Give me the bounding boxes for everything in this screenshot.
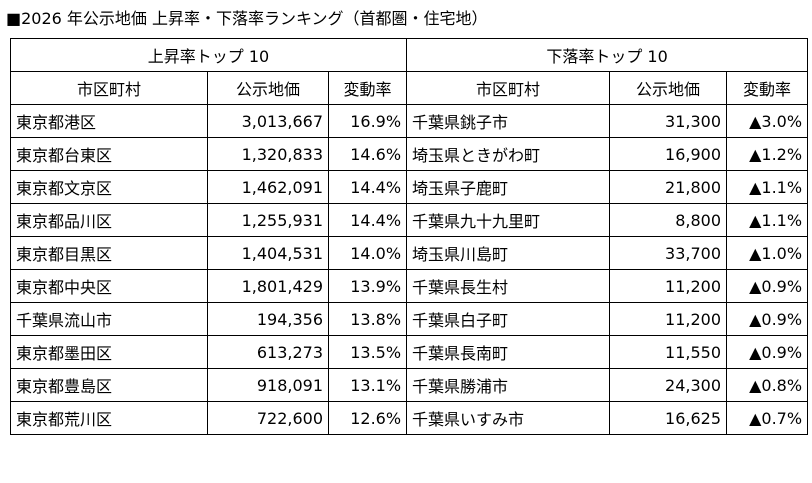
ranking-table-body: 上昇率トップ 10 下落率トップ 10 市区町村 公示地価 変動率 市区町村 公…: [9, 38, 809, 435]
falling-municipality-cell: 千葉県銚子市: [406, 104, 611, 138]
falling-municipality-cell: 千葉県長生村: [406, 269, 611, 303]
falling-change-cell: ▲1.1%: [726, 203, 809, 237]
falling-change-cell: ▲1.1%: [726, 170, 809, 204]
rising-price-cell: 194,356: [207, 302, 329, 336]
falling-change-cell: ▲3.0%: [726, 104, 809, 138]
falling-price-cell: 16,625: [609, 401, 728, 435]
rising-municipality-cell: 東京都文京区: [10, 170, 208, 204]
rising-change-cell: 13.1%: [327, 368, 408, 402]
table-row: 東京都文京区 1,462,091 14.4% 埼玉県子鹿町 21,800 ▲1.1%: [10, 170, 809, 204]
table-row: 東京都豊島区 918,091 13.1% 千葉県勝浦市 24,300 ▲0.8%: [10, 368, 809, 402]
falling-col-change: 変動率: [726, 71, 809, 105]
rising-change-cell: 13.5%: [327, 335, 408, 369]
rising-change-cell: 16.9%: [327, 104, 408, 138]
falling-change-cell: ▲0.9%: [726, 269, 809, 303]
rising-municipality-cell: 東京都中央区: [10, 269, 208, 303]
falling-price-cell: 8,800: [609, 203, 728, 237]
rising-municipality-cell: 東京都墨田区: [10, 335, 208, 369]
rising-price-cell: 1,462,091: [207, 170, 329, 204]
rising-col-change: 変動率: [327, 71, 408, 105]
falling-change-cell: ▲0.9%: [726, 302, 809, 336]
falling-municipality-cell: 千葉県いすみ市: [406, 401, 611, 435]
rising-municipality-cell: 千葉県流山市: [10, 302, 208, 336]
falling-price-cell: 11,200: [609, 302, 728, 336]
falling-price-cell: 31,300: [609, 104, 728, 138]
rising-price-cell: 722,600: [207, 401, 329, 435]
table-row: 東京都墨田区 613,273 13.5% 千葉県長南町 11,550 ▲0.9%: [10, 335, 809, 369]
falling-change-cell: ▲0.7%: [726, 401, 809, 435]
rising-municipality-cell: 東京都港区: [10, 104, 208, 138]
rising-price-cell: 918,091: [207, 368, 329, 402]
rising-group-header: 上昇率トップ 10: [9, 38, 408, 72]
group-header-row: 上昇率トップ 10 下落率トップ 10: [9, 38, 809, 72]
falling-municipality-cell: 埼玉県ときがわ町: [406, 137, 611, 171]
rising-price-cell: 1,320,833: [207, 137, 329, 171]
falling-price-cell: 11,550: [609, 335, 728, 369]
rising-change-cell: 13.9%: [327, 269, 408, 303]
rising-change-cell: 14.0%: [327, 236, 408, 270]
rising-change-cell: 14.4%: [327, 170, 408, 204]
falling-price-cell: 33,700: [609, 236, 728, 270]
rising-change-cell: 14.4%: [327, 203, 408, 237]
rising-municipality-cell: 東京都目黒区: [10, 236, 208, 270]
rising-col-price: 公示地価: [207, 71, 329, 105]
falling-price-cell: 24,300: [609, 368, 728, 402]
falling-municipality-cell: 埼玉県川島町: [406, 236, 611, 270]
falling-municipality-cell: 千葉県九十九里町: [406, 203, 611, 237]
ranking-table: 上昇率トップ 10 下落率トップ 10 市区町村 公示地価 変動率 市区町村 公…: [9, 38, 809, 435]
rising-price-cell: 1,255,931: [207, 203, 329, 237]
rising-municipality-cell: 東京都荒川区: [10, 401, 208, 435]
falling-price-cell: 21,800: [609, 170, 728, 204]
table-row: 東京都港区 3,013,667 16.9% 千葉県銚子市 31,300 ▲3.0%: [10, 104, 809, 138]
rising-col-municipality: 市区町村: [10, 71, 208, 105]
rising-change-cell: 12.6%: [327, 401, 408, 435]
falling-change-cell: ▲0.8%: [726, 368, 809, 402]
falling-price-cell: 11,200: [609, 269, 728, 303]
falling-change-cell: ▲1.2%: [726, 137, 809, 171]
falling-change-cell: ▲0.9%: [726, 335, 809, 369]
document-title: ■2026 年公示地価 上昇率・下落率ランキング（首都圏・住宅地）: [6, 9, 488, 28]
rising-municipality-cell: 東京都豊島区: [10, 368, 208, 402]
falling-change-cell: ▲1.0%: [726, 236, 809, 270]
rising-price-cell: 613,273: [207, 335, 329, 369]
falling-group-header: 下落率トップ 10: [406, 38, 809, 72]
rising-change-cell: 13.8%: [327, 302, 408, 336]
column-header-row: 市区町村 公示地価 変動率 市区町村 公示地価 変動率: [10, 71, 809, 105]
rising-municipality-cell: 東京都台東区: [10, 137, 208, 171]
table-row: 東京都荒川区 722,600 12.6% 千葉県いすみ市 16,625 ▲0.7%: [10, 401, 809, 435]
table-row: 東京都中央区 1,801,429 13.9% 千葉県長生村 11,200 ▲0.9%: [10, 269, 809, 303]
table-row: 東京都品川区 1,255,931 14.4% 千葉県九十九里町 8,800 ▲1.1%: [10, 203, 809, 237]
falling-municipality-cell: 千葉県勝浦市: [406, 368, 611, 402]
falling-col-municipality: 市区町村: [406, 71, 611, 105]
table-row: 千葉県流山市 194,356 13.8% 千葉県白子町 11,200 ▲0.9%: [10, 302, 809, 336]
falling-municipality-cell: 埼玉県子鹿町: [406, 170, 611, 204]
falling-col-price: 公示地価: [609, 71, 728, 105]
falling-municipality-cell: 千葉県白子町: [406, 302, 611, 336]
rising-change-cell: 14.6%: [327, 137, 408, 171]
table-row: 東京都台東区 1,320,833 14.6% 埼玉県ときがわ町 16,900 ▲1.2%: [10, 137, 809, 171]
falling-price-cell: 16,900: [609, 137, 728, 171]
rising-price-cell: 3,013,667: [207, 104, 329, 138]
table-row: 東京都目黒区 1,404,531 14.0% 埼玉県川島町 33,700 ▲1.0%: [10, 236, 809, 270]
falling-municipality-cell: 千葉県長南町: [406, 335, 611, 369]
rising-municipality-cell: 東京都品川区: [10, 203, 208, 237]
rising-price-cell: 1,404,531: [207, 236, 329, 270]
rising-price-cell: 1,801,429: [207, 269, 329, 303]
